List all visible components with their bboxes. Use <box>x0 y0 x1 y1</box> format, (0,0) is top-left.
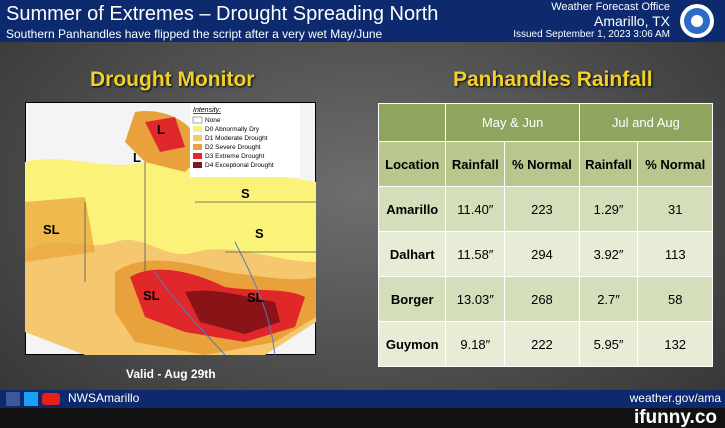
legend-item: D0 Abnormally Dry <box>205 126 260 133</box>
watermark: ifunny.co <box>633 407 717 428</box>
value-cell: 58 <box>637 276 713 322</box>
legend-item: D2 Severe Drought <box>205 144 261 151</box>
value-cell: 3.92″ <box>578 231 639 277</box>
legend-item: D3 Extreme Drought <box>205 153 264 160</box>
location-cell: Amarillo <box>377 186 447 232</box>
group-header: Jul and Aug <box>578 103 714 142</box>
legend-heading: Intensity: <box>193 107 221 114</box>
value-cell: 113 <box>637 231 713 277</box>
value-cell: 5.95″ <box>578 321 639 367</box>
header: Summer of Extremes – Drought Spreading N… <box>0 0 725 42</box>
drought-map: L L S SL S SL SL Intensity: None D0 Abno… <box>25 102 316 355</box>
value-cell: 13.03″ <box>445 276 506 322</box>
nws-logo <box>680 4 714 38</box>
value-cell: 268 <box>504 276 580 322</box>
table-row: Borger 13.03″ 268 2.7″ 58 <box>377 276 713 322</box>
location-cell: Dalhart <box>377 231 447 277</box>
cell <box>377 103 447 142</box>
location-cell: Borger <box>377 276 447 322</box>
handle: NWSAmarillo <box>68 391 140 405</box>
legend-item: None <box>205 117 221 124</box>
footer: NWSAmarillo weather.gov/ama <box>0 390 725 408</box>
title: Summer of Extremes – Drought Spreading N… <box>6 3 439 25</box>
website: weather.gov/ama <box>629 391 721 405</box>
legend-item: D4 Exceptional Drought <box>205 162 274 169</box>
map-label: SL <box>143 288 160 303</box>
column-header: Rainfall <box>445 141 506 187</box>
map-label: L <box>157 122 165 137</box>
legend: Intensity: None D0 Abnormally Dry D1 Mod… <box>190 104 300 177</box>
value-cell: 31 <box>637 186 713 232</box>
value-cell: 132 <box>637 321 713 367</box>
value-cell: 294 <box>504 231 580 277</box>
table-row: Amarillo 11.40″ 223 1.29″ 31 <box>377 186 713 232</box>
group-header: May & Jun <box>445 103 580 142</box>
rainfall-table: May & Jun Jul and Aug Location Rainfall … <box>377 103 714 367</box>
issued: Issued September 1, 2023 3:06 AM <box>513 29 670 40</box>
value-cell: 11.58″ <box>445 231 506 277</box>
map-label: S <box>241 186 250 201</box>
column-header: % Normal <box>637 141 713 187</box>
social-icons <box>6 392 60 406</box>
column-header: Location <box>377 141 447 187</box>
column-header: Rainfall <box>578 141 639 187</box>
location-cell: Guymon <box>377 321 447 367</box>
table-title: Panhandles Rainfall <box>453 68 653 91</box>
valid-date: Valid - Aug 29th <box>126 367 216 381</box>
legend-item: D1 Moderate Drought <box>205 135 268 142</box>
value-cell: 2.7″ <box>578 276 639 322</box>
map-label: SL <box>43 222 60 237</box>
value-cell: 1.29″ <box>578 186 639 232</box>
map-label: S <box>255 226 264 241</box>
column-header: % Normal <box>504 141 580 187</box>
value-cell: 11.40″ <box>445 186 506 232</box>
subtitle: Southern Panhandles have flipped the scr… <box>6 27 383 41</box>
value-cell: 9.18″ <box>445 321 506 367</box>
watermark-bar: ifunny.co <box>0 407 725 428</box>
office-location: Amarillo, TX <box>594 13 670 29</box>
map-label: L <box>133 150 141 165</box>
table-row: Guymon 9.18″ 222 5.95″ 132 <box>377 321 713 367</box>
map-label: SL <box>247 290 264 305</box>
value-cell: 222 <box>504 321 580 367</box>
map-title: Drought Monitor <box>90 68 255 91</box>
table-row: Dalhart 11.58″ 294 3.92″ 113 <box>377 231 713 277</box>
office: Weather Forecast Office <box>551 1 670 13</box>
value-cell: 223 <box>504 186 580 232</box>
